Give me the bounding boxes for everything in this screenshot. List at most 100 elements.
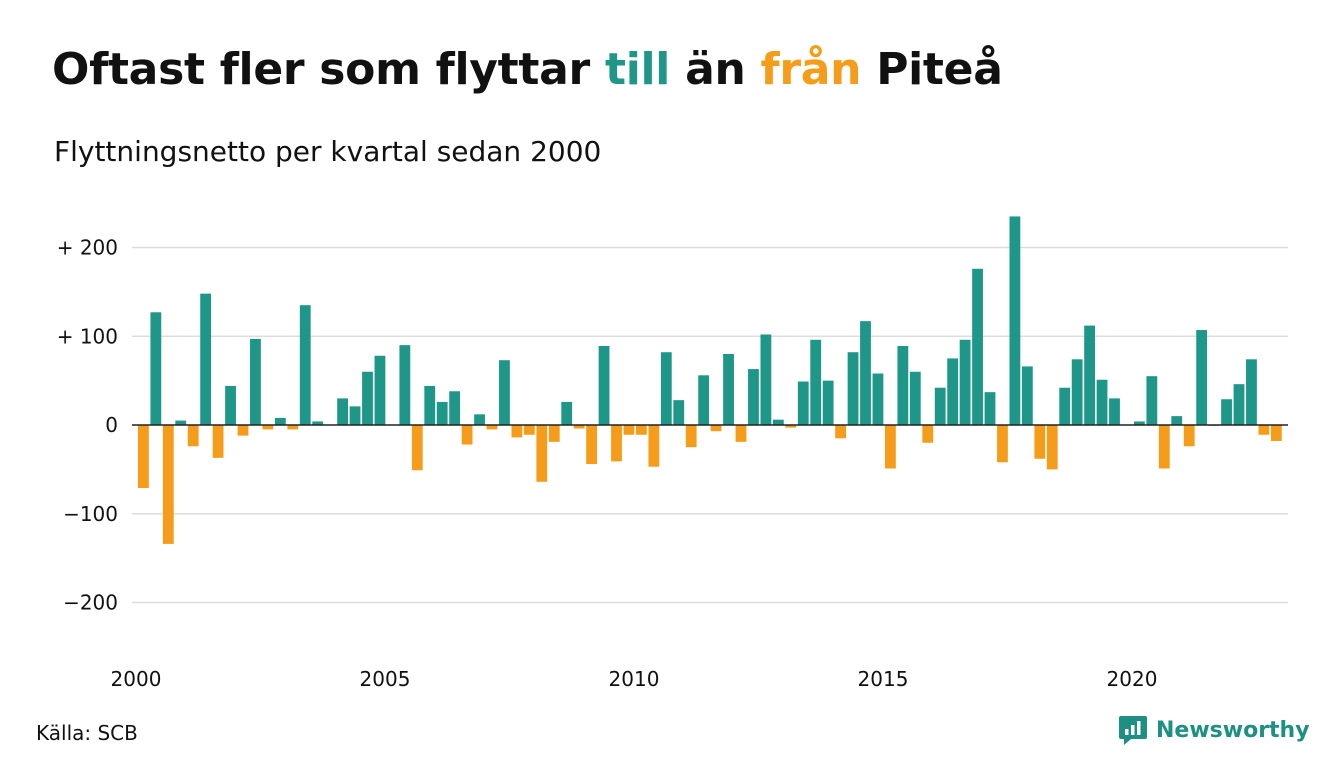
bar-2010-k1 [636, 425, 647, 435]
bar-2005-k2 [399, 345, 411, 426]
bar-2001-k4 [225, 385, 236, 425]
bar-2017-k3 [1009, 216, 1021, 425]
bar-2007-k4 [523, 425, 535, 435]
y-tick-label: −100 [63, 502, 118, 526]
bar-2010-k2 [648, 425, 660, 467]
bar-2002-k4 [274, 417, 286, 425]
bar-2000-k4 [175, 420, 187, 425]
bar-2008-k4 [573, 425, 585, 429]
title-highlight-in: till [604, 44, 671, 95]
x-tick-label: 2010 [609, 667, 660, 691]
x-tick-label: 2015 [858, 667, 909, 691]
bar-2006-k3 [461, 425, 473, 445]
bar-2008-k3 [561, 401, 573, 425]
bar-2006-k2 [449, 391, 461, 425]
bar-2006-k1 [436, 401, 448, 425]
bar-2018-k3 [1059, 387, 1071, 425]
bar-2004-k2 [349, 406, 361, 425]
bar-2020-k2 [1146, 376, 1158, 425]
bar-2005-k3 [411, 425, 423, 471]
bar-2001-k3 [212, 425, 224, 458]
bar-2004-k4 [374, 355, 386, 425]
bar-2018-k1 [1034, 425, 1046, 459]
bar-2016-k4 [972, 268, 983, 425]
bar-2012-k3 [760, 334, 772, 425]
title-highlight-out: från [760, 44, 862, 95]
bar-2009-k2 [598, 346, 610, 425]
bar-2009-k4 [623, 425, 635, 435]
bar-2008-k2 [548, 425, 560, 442]
x-tick-label: 2020 [1107, 667, 1158, 691]
gridlines [132, 246, 1288, 604]
x-tick-label: 2005 [360, 667, 411, 691]
bar-2009-k3 [611, 425, 622, 462]
bar-2019-k2 [1096, 379, 1108, 425]
bar-2001-k1 [187, 425, 199, 447]
bar-2013-k4 [822, 380, 834, 426]
bar-2009-k1 [586, 425, 597, 465]
bar-2018-k2 [1046, 425, 1058, 470]
bar-2022-k4 [1270, 425, 1282, 441]
bar-2017-k2 [997, 425, 1008, 463]
bar-2011-k3 [710, 425, 722, 432]
newsworthy-chart-bubble-icon [1119, 716, 1147, 745]
bar-2000-k2 [150, 312, 162, 425]
brand-name: Newsworthy [1156, 717, 1310, 743]
bar-2014-k2 [847, 352, 859, 425]
bar-2014-k4 [872, 373, 884, 425]
bar-2017-k1 [984, 392, 996, 425]
bar-2003-k2 [299, 305, 311, 425]
bar-chart: + 200 + 100 0 −100 −200 2000 2005 2010 2015 2020 [57, 216, 1288, 691]
x-tick-label: 2000 [111, 667, 162, 691]
bar-2021-k4 [1221, 399, 1232, 425]
bar-2013-k1 [785, 425, 797, 428]
bar-2012-k1 [735, 425, 747, 442]
bar-2003-k3 [312, 421, 324, 425]
bar-2019-k1 [1084, 325, 1095, 425]
title-part-1: Oftast fler som flyttar [52, 44, 605, 95]
bar-2018-k4 [1071, 359, 1083, 425]
bar-2015-k2 [897, 346, 909, 425]
bar-2014-k3 [860, 321, 871, 425]
bar-2007-k2 [499, 360, 510, 425]
bar-2006-k4 [474, 414, 485, 425]
bar-2016-k1 [934, 387, 946, 425]
bar-2012-k2 [748, 369, 759, 425]
bars [138, 216, 1282, 544]
bar-2007-k1 [486, 425, 498, 430]
y-tick-label: −200 [63, 591, 118, 615]
bar-2022-k2 [1246, 359, 1257, 425]
bar-2013-k2 [797, 381, 809, 425]
bar-2000-k3 [162, 425, 174, 544]
bar-2017-k4 [1021, 366, 1033, 425]
bar-2002-k3 [262, 425, 274, 430]
x-axis-ticks: 2000 2005 2010 2015 2020 [111, 667, 1158, 691]
y-axis-ticks: + 200 + 100 0 −100 −200 [57, 236, 118, 615]
source-label: Källa: SCB [36, 721, 138, 745]
bar-2011-k2 [698, 375, 710, 425]
bar-2000-k1 [138, 425, 149, 489]
bar-2011-k1 [685, 425, 697, 448]
bar-2002-k2 [250, 338, 261, 425]
y-tick-label: 0 [105, 413, 118, 437]
bar-2015-k4 [922, 425, 934, 443]
bar-2020-k4 [1171, 416, 1183, 426]
bar-2002-k1 [237, 425, 249, 436]
chart-title: Oftast fler som flyttar till än från Pit… [52, 40, 1003, 100]
bar-2021-k1 [1183, 425, 1195, 447]
bar-2008-k1 [536, 425, 548, 482]
bar-2004-k3 [362, 371, 373, 425]
bar-2010-k3 [660, 352, 672, 425]
bar-2015-k1 [885, 425, 896, 469]
bar-2012-k4 [772, 419, 784, 425]
bar-2022-k1 [1233, 384, 1245, 425]
bar-2019-k3 [1109, 398, 1120, 426]
bar-2014-k1 [835, 425, 846, 439]
chart-subtitle: Flyttningsnetto per kvartal sedan 2000 [54, 135, 602, 168]
bar-2011-k4 [723, 354, 734, 425]
newsworthy-logo: Newsworthy [1118, 714, 1310, 746]
bar-2005-k4 [424, 385, 436, 425]
bar-2001-k2 [200, 293, 212, 425]
bar-2022-k3 [1258, 425, 1270, 435]
bar-2004-k1 [337, 398, 348, 426]
